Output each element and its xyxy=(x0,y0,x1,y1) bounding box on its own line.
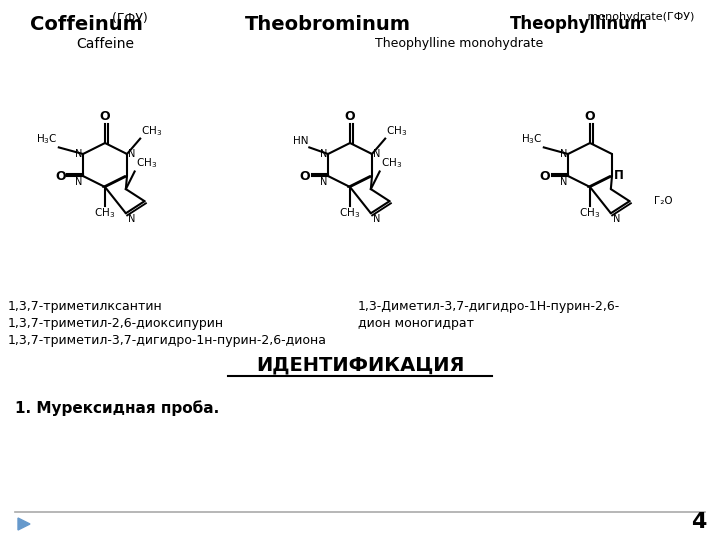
Text: O: O xyxy=(585,110,595,123)
Text: N: N xyxy=(373,149,380,159)
Text: N: N xyxy=(128,149,135,159)
Text: Theobrominum: Theobrominum xyxy=(245,15,411,34)
Text: N: N xyxy=(373,214,380,224)
Text: Г₂О: Г₂О xyxy=(654,196,672,206)
Text: дион моногидрат: дион моногидрат xyxy=(358,317,474,330)
Text: N: N xyxy=(128,214,135,224)
Text: Caffeine: Caffeine xyxy=(76,37,134,51)
Text: 1,3,7-триметил-3,7-дигидро-1н-пурин-2,6-диона: 1,3,7-триметил-3,7-дигидро-1н-пурин-2,6-… xyxy=(8,334,327,347)
Text: 1. Мурексидная проба.: 1. Мурексидная проба. xyxy=(15,400,220,416)
Text: O: O xyxy=(300,170,310,183)
Text: CH$_3$: CH$_3$ xyxy=(135,157,157,171)
Text: O: O xyxy=(99,110,110,123)
Text: 1,3,7-триметил-2,6-диоксипурин: 1,3,7-триметил-2,6-диоксипурин xyxy=(8,317,224,330)
Text: O: O xyxy=(345,110,355,123)
Text: CH$_3$: CH$_3$ xyxy=(94,207,116,220)
Text: H$_3$C: H$_3$C xyxy=(521,133,543,146)
Text: 4: 4 xyxy=(690,512,706,532)
Text: 1,3,7-триметилксантин: 1,3,7-триметилксантин xyxy=(8,300,163,313)
Text: Theophyllinum: Theophyllinum xyxy=(510,15,648,33)
Text: N: N xyxy=(320,149,327,159)
Text: ИДЕНТИФИКАЦИЯ: ИДЕНТИФИКАЦИЯ xyxy=(256,355,464,374)
Text: H$_3$C: H$_3$C xyxy=(36,133,58,146)
Text: N: N xyxy=(75,149,82,159)
Text: CH$_3$: CH$_3$ xyxy=(381,157,402,171)
Text: П: П xyxy=(614,170,624,183)
Text: N: N xyxy=(75,177,82,187)
Text: monohydrate(ГФУ): monohydrate(ГФУ) xyxy=(584,12,694,22)
Text: N: N xyxy=(320,177,327,187)
Text: O: O xyxy=(540,170,551,183)
Text: CH$_3$: CH$_3$ xyxy=(339,207,361,220)
Text: HN: HN xyxy=(293,137,308,146)
Text: CH$_3$: CH$_3$ xyxy=(386,124,408,138)
Text: N: N xyxy=(613,214,620,224)
Text: Theophylline monohydrate: Theophylline monohydrate xyxy=(375,37,544,50)
Text: 1,3-Диметил-3,7-дигидро-1Н-пурин-2,6-: 1,3-Диметил-3,7-дигидро-1Н-пурин-2,6- xyxy=(358,300,620,313)
Text: N: N xyxy=(559,177,567,187)
Text: CH$_3$: CH$_3$ xyxy=(141,124,163,138)
Text: O: O xyxy=(55,170,66,183)
Text: Coffeinum: Coffeinum xyxy=(30,15,143,34)
Text: (ГФУ): (ГФУ) xyxy=(108,12,148,25)
Polygon shape xyxy=(18,518,30,530)
Text: CH$_3$: CH$_3$ xyxy=(580,207,600,220)
Text: N: N xyxy=(559,149,567,159)
